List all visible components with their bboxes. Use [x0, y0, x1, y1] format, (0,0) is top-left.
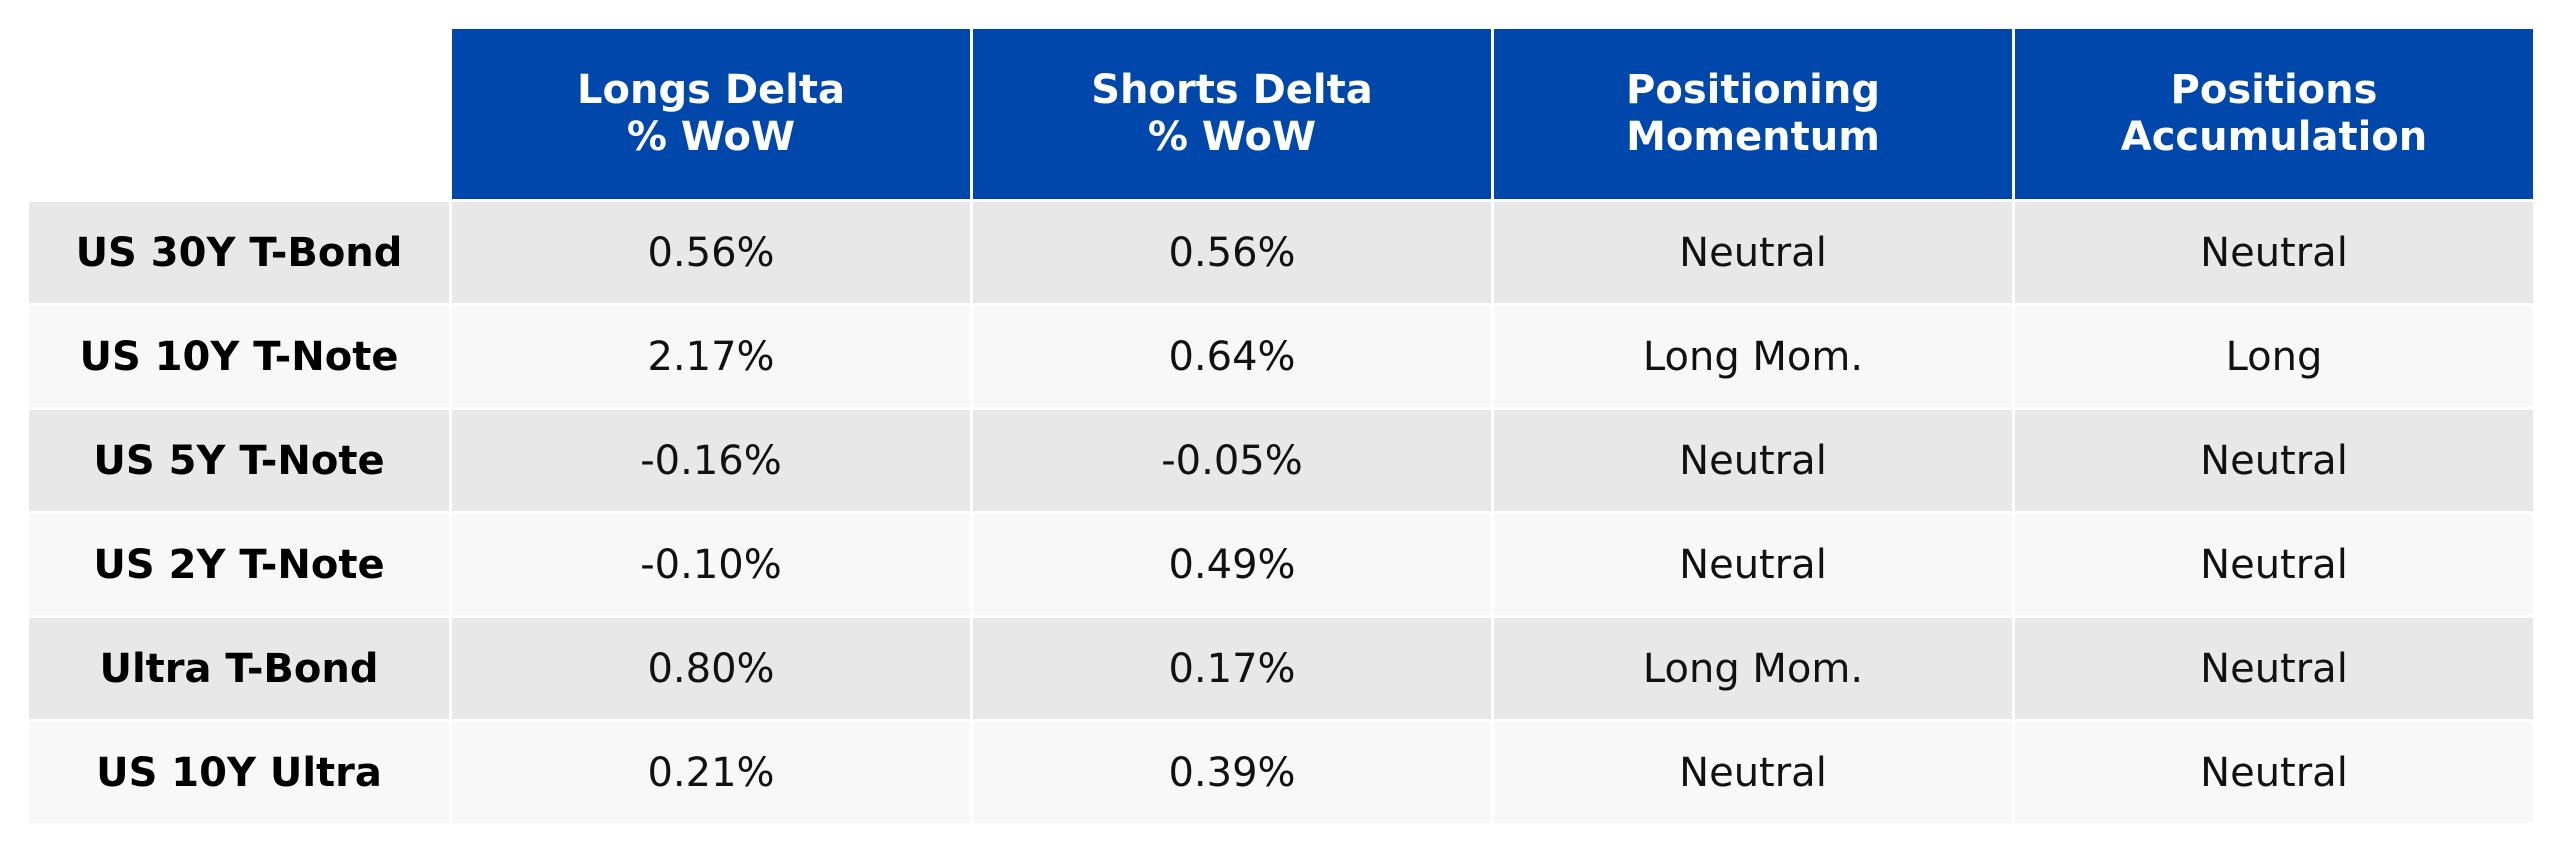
header-corner-cell — [26, 26, 452, 202]
cell-shorts-delta: 0.64% — [970, 303, 1494, 410]
cell-positioning-momentum: Long Mom. — [1491, 615, 2015, 722]
table-row: US 10Y Ultra 0.21% 0.39% Neutral Neutral — [26, 719, 2536, 826]
positioning-table: Longs Delta % WoW Shorts Delta % WoW Pos… — [26, 26, 2536, 826]
row-label: Ultra T-Bond — [26, 615, 452, 722]
cell-positions-accumulation: Neutral — [2012, 615, 2536, 722]
cell-positioning-momentum: Neutral — [1491, 511, 2015, 618]
cell-positions-accumulation: Long — [2012, 303, 2536, 410]
cell-positions-accumulation: Neutral — [2012, 407, 2536, 514]
row-label: US 10Y Ultra — [26, 719, 452, 826]
table-row: US 10Y T-Note 2.17% 0.64% Long Mom. Long — [26, 303, 2536, 410]
cell-positioning-momentum: Neutral — [1491, 719, 2015, 826]
table-row: US 30Y T-Bond 0.56% 0.56% Neutral Neutra… — [26, 199, 2536, 306]
cell-longs-delta: 0.80% — [449, 615, 973, 722]
cell-shorts-delta: 0.49% — [970, 511, 1494, 618]
cell-longs-delta: 0.56% — [449, 199, 973, 306]
row-label: US 30Y T-Bond — [26, 199, 452, 306]
column-header-line: % WoW — [1147, 114, 1317, 160]
cell-longs-delta: 0.21% — [449, 719, 973, 826]
column-header-line: Shorts Delta — [1091, 67, 1373, 113]
table-row: US 5Y T-Note -0.16% -0.05% Neutral Neutr… — [26, 407, 2536, 514]
table-row: US 2Y T-Note -0.10% 0.49% Neutral Neutra… — [26, 511, 2536, 618]
cell-longs-delta: -0.10% — [449, 511, 973, 618]
table-row: Ultra T-Bond 0.80% 0.17% Long Mom. Neutr… — [26, 615, 2536, 722]
column-header-line: Positions — [2170, 67, 2378, 113]
column-header-line: Momentum — [1626, 114, 1880, 160]
row-label: US 5Y T-Note — [26, 407, 452, 514]
cell-shorts-delta: 0.39% — [970, 719, 1494, 826]
cell-longs-delta: 2.17% — [449, 303, 973, 410]
header-row: Longs Delta % WoW Shorts Delta % WoW Pos… — [26, 26, 2536, 202]
column-header-line: % WoW — [626, 114, 796, 160]
cell-positioning-momentum: Long Mom. — [1491, 303, 2015, 410]
column-header-shorts-delta: Shorts Delta % WoW — [970, 26, 1494, 202]
column-header-line: Positioning — [1626, 67, 1880, 113]
column-header-line: Longs Delta — [577, 67, 845, 113]
cell-shorts-delta: 0.17% — [970, 615, 1494, 722]
cell-positioning-momentum: Neutral — [1491, 199, 2015, 306]
column-header-longs-delta: Longs Delta % WoW — [449, 26, 973, 202]
row-label: US 10Y T-Note — [26, 303, 452, 410]
column-header-positioning-momentum: Positioning Momentum — [1491, 26, 2015, 202]
row-label: US 2Y T-Note — [26, 511, 452, 618]
column-header-positions-accumulation: Positions Accumulation — [2012, 26, 2536, 202]
cell-shorts-delta: 0.56% — [970, 199, 1494, 306]
positioning-table-container: Longs Delta % WoW Shorts Delta % WoW Pos… — [26, 26, 2536, 826]
cell-shorts-delta: -0.05% — [970, 407, 1494, 514]
cell-positions-accumulation: Neutral — [2012, 719, 2536, 826]
column-header-line: Accumulation — [2120, 114, 2428, 160]
cell-positions-accumulation: Neutral — [2012, 199, 2536, 306]
cell-positioning-momentum: Neutral — [1491, 407, 2015, 514]
cell-longs-delta: -0.16% — [449, 407, 973, 514]
cell-positions-accumulation: Neutral — [2012, 511, 2536, 618]
